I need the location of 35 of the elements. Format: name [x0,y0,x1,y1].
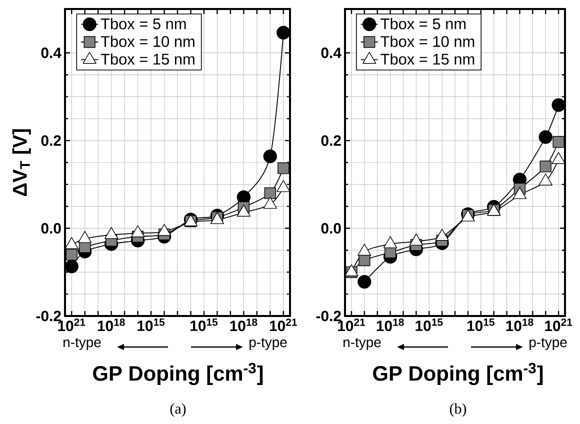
x-tick-label: 10$^{18}$ [98,318,125,332]
x-tick-label: 10$^{21}$ [270,318,297,332]
text: p-type [530,338,567,350]
text: n-type [64,338,101,350]
x-axis-title: GP Doping [cm$^{-3}$] [93,362,263,386]
legend-label: Tbox = 15 nm [100,53,194,65]
x-axis-title: GP Doping [cm$^{-3}$] [373,362,543,386]
y-tick-label: 0.2 [321,135,341,146]
y-tick-label: 0.0 [41,222,61,234]
legend-label: Tbox = 10 nm [380,36,474,47]
x-tick-label: 10$^{18}$ [506,318,534,332]
text: (b) [450,403,466,417]
y-axis-title: ΔV$_{T}$ [V] [12,129,31,196]
y-tick-label: -0.2 [36,310,61,322]
x-tick-label: 10$^{21}$ [338,318,366,332]
x-tick-label: 10$^{21}$ [58,318,86,332]
x-tick-label: 10$^{18}$ [376,318,404,332]
legend-label: Tbox = 15 nm [380,53,474,65]
x-tick-label: 10$^{15}$ [138,318,165,332]
legend-label: Tbox = 5 nm [380,18,466,30]
y-tick-label: 0.2 [41,135,61,146]
legend-label: Tbox = 10 nm [100,36,194,47]
x-tick-label: 10$^{15}$ [416,318,443,332]
x-tick-label: 10$^{15}$ [190,318,218,332]
x-tick-label: 10$^{15}$ [467,318,494,332]
x-tick-label: 10$^{18}$ [230,318,258,332]
x-tick-label: 10$^{21}$ [545,318,572,332]
text: p-type [250,338,287,350]
legend-label: Tbox = 5 nm [100,18,186,30]
y-tick-label: 0.0 [321,222,341,234]
y-tick-label: 0.4 [321,48,342,58]
y-tick-label: 0.4 [41,48,62,58]
text: (a) [170,403,186,417]
y-tick-label: -0.2 [316,310,341,322]
text: n-type [344,338,381,350]
